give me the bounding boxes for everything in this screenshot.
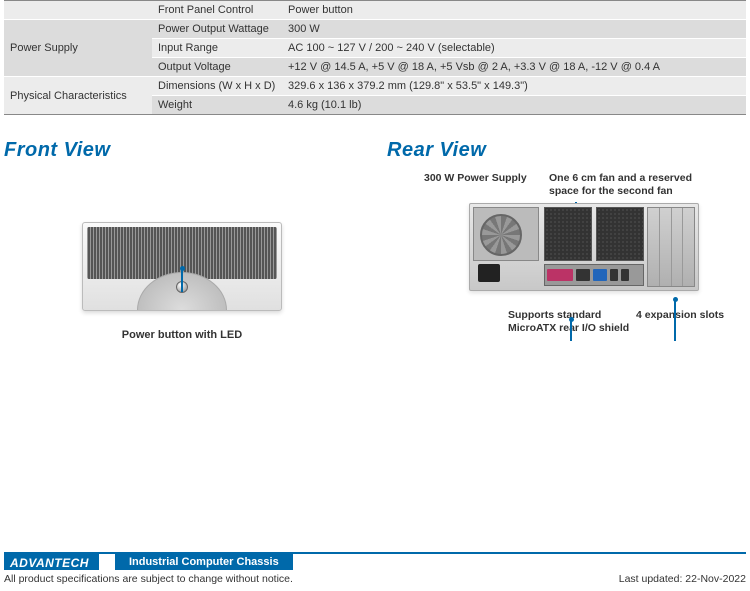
section-headings: Front View Rear View bbox=[0, 139, 750, 162]
power-button-label: Power button with LED bbox=[4, 329, 360, 341]
brand-logo: ADVANTECH bbox=[4, 554, 99, 570]
rear-view-diagram: 300 W Power Supply One 6 cm fan and a re… bbox=[384, 172, 746, 341]
spec-param: Dimensions (W x H x D) bbox=[152, 77, 282, 96]
chassis-rear-illustration bbox=[469, 203, 699, 291]
spec-row: Physical CharacteristicsDimensions (W x … bbox=[4, 77, 746, 96]
spec-category: Physical Characteristics bbox=[4, 77, 152, 115]
rear-view-heading: Rear View bbox=[387, 139, 486, 162]
io-shield-label: Supports standard MicroATX rear I/O shie… bbox=[508, 309, 636, 335]
spec-param: Input Range bbox=[152, 39, 282, 58]
spec-value: 4.6 kg (10.1 lb) bbox=[282, 96, 746, 115]
footer-disclaimer: All product specifications are subject t… bbox=[4, 573, 293, 585]
spec-value: +12 V @ 14.5 A, +5 V @ 18 A, +5 Vsb @ 2 … bbox=[282, 58, 746, 77]
footer-updated: Last updated: 22-Nov-2022 bbox=[619, 573, 746, 585]
spec-value: Power button bbox=[282, 1, 746, 20]
spec-value: 329.6 x 136 x 379.2 mm (129.8" x 53.5" x… bbox=[282, 77, 746, 96]
spec-param: Power Output Wattage bbox=[152, 20, 282, 39]
spec-category: Power Supply bbox=[4, 20, 152, 77]
front-view-diagram: Power button with LED bbox=[4, 172, 384, 341]
expansion-slots-icon bbox=[647, 207, 695, 287]
spec-category bbox=[4, 1, 152, 20]
fan-callout-label: One 6 cm fan and a reserved space for th… bbox=[549, 172, 719, 197]
page-footer: ADVANTECH Industrial Computer Chassis Al… bbox=[4, 552, 746, 585]
spec-value: AC 100 ~ 127 V / 200 ~ 240 V (selectable… bbox=[282, 39, 746, 58]
spec-value: 300 W bbox=[282, 20, 746, 39]
spec-row: Power SupplyPower Output Wattage300 W bbox=[4, 20, 746, 39]
footer-category: Industrial Computer Chassis bbox=[115, 554, 293, 570]
fan-icon bbox=[480, 214, 522, 256]
psu-callout-label: 300 W Power Supply bbox=[424, 172, 549, 197]
spec-table: Front Panel ControlPower buttonPower Sup… bbox=[4, 0, 746, 115]
spec-param: Output Voltage bbox=[152, 58, 282, 77]
spec-param: Weight bbox=[152, 96, 282, 115]
front-view-heading: Front View bbox=[4, 139, 387, 162]
io-shield-icon bbox=[544, 264, 644, 286]
spec-param: Front Panel Control bbox=[152, 1, 282, 20]
spec-row: Front Panel ControlPower button bbox=[4, 1, 746, 20]
slots-label: 4 expansion slots bbox=[636, 309, 746, 335]
